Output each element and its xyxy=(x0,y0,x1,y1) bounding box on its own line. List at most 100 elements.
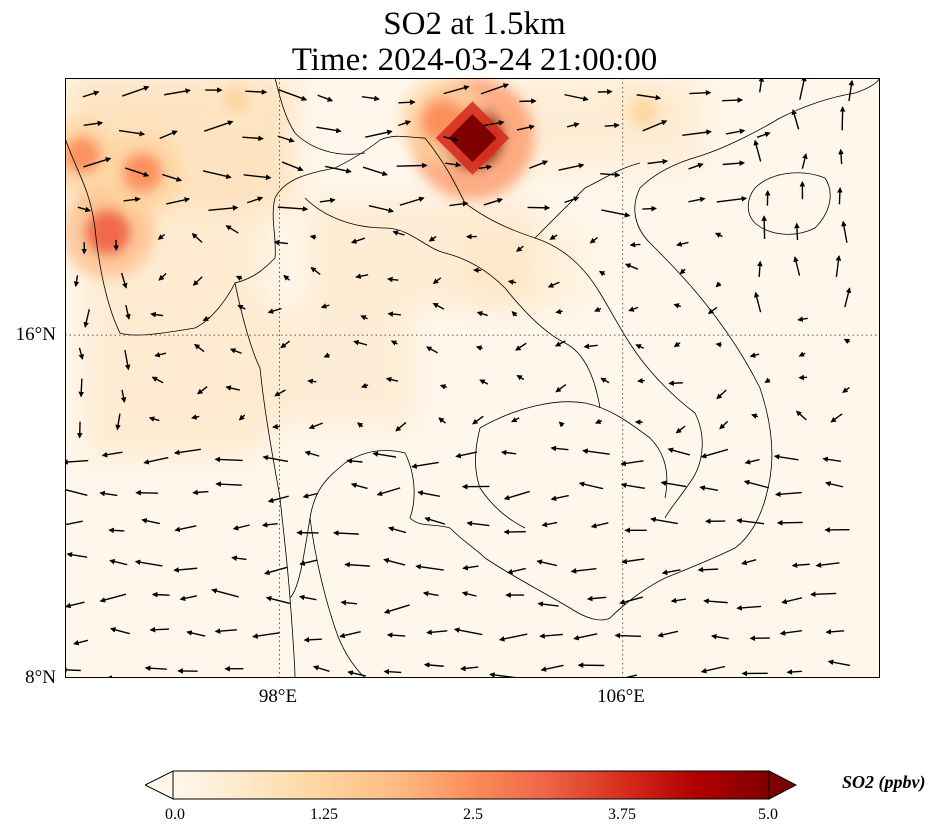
wind-arrow xyxy=(506,567,526,575)
wind-arrow xyxy=(310,266,321,275)
wind-arrow xyxy=(390,340,398,346)
wind-arrow xyxy=(78,347,84,360)
wind-arrow xyxy=(749,352,760,358)
wind-arrow xyxy=(476,311,488,317)
wind-arrow xyxy=(395,421,407,432)
so2-hotspot xyxy=(630,98,659,127)
wind-arrow xyxy=(159,130,178,140)
wind-arrow xyxy=(841,220,848,243)
wind-arrow xyxy=(741,559,757,566)
wind-arrow xyxy=(475,345,483,351)
wind-arrow xyxy=(424,516,446,525)
wind-arrow xyxy=(186,630,206,637)
wind-arrow xyxy=(173,448,201,456)
wind-arrow xyxy=(422,590,439,597)
wind-arrow xyxy=(700,448,729,459)
wind-arrow xyxy=(99,490,118,497)
boundary-line xyxy=(234,135,426,284)
wind-arrow xyxy=(157,233,166,240)
wind-arrow xyxy=(307,378,317,385)
wind-arrow xyxy=(214,456,243,463)
wind-arrow xyxy=(815,562,840,568)
wind-arrow xyxy=(843,338,851,345)
wind-arrow xyxy=(689,89,712,96)
wind-arrow xyxy=(675,425,686,434)
wind-arrow xyxy=(791,562,810,569)
lon-label-106e: 106°E xyxy=(597,686,645,707)
wind-arrow xyxy=(699,485,719,492)
wind-arrow xyxy=(191,232,203,243)
wind-arrow xyxy=(202,315,210,321)
wind-arrow xyxy=(125,167,150,177)
wind-arrow xyxy=(781,597,803,605)
wind-arrow xyxy=(66,551,88,558)
wind-arrow xyxy=(676,241,689,247)
wind-arrow xyxy=(303,637,322,643)
wind-arrow xyxy=(822,456,842,463)
wind-arrow xyxy=(835,255,842,277)
wind-arrow xyxy=(786,669,802,675)
wind-arrow xyxy=(65,601,85,609)
wind-arrow xyxy=(810,591,837,598)
wind-arrow xyxy=(323,352,330,358)
wind-arrow xyxy=(573,633,598,641)
colorbar xyxy=(143,770,798,800)
colorbar-gradient xyxy=(172,770,770,800)
wind-arrow xyxy=(109,627,130,635)
lon-label-98e: 98°E xyxy=(258,686,298,707)
wind-arrow xyxy=(707,306,718,315)
wind-arrow xyxy=(387,276,399,283)
wind-arrow xyxy=(398,99,416,106)
wind-arrow xyxy=(99,593,127,603)
wind-arrow xyxy=(229,348,242,354)
wind-arrow xyxy=(466,520,490,527)
wind-arrow xyxy=(333,530,359,536)
wind-arrow xyxy=(736,605,762,611)
wind-arrow xyxy=(179,595,197,602)
wind-arrow xyxy=(480,83,510,95)
wind-arrow xyxy=(191,414,200,420)
wind-arrow xyxy=(194,343,205,353)
wind-arrow xyxy=(743,479,769,489)
wind-arrow xyxy=(267,495,289,504)
wind-arrow xyxy=(232,524,250,531)
wind-arrow xyxy=(432,277,442,284)
boundary-line xyxy=(304,197,601,409)
wind-arrow xyxy=(385,376,399,383)
colorbar-min-extend xyxy=(143,770,174,800)
wind-arrow xyxy=(647,158,669,165)
wind-arrow xyxy=(511,310,518,317)
wind-arrow xyxy=(261,522,278,528)
wind-arrow xyxy=(642,120,668,132)
wind-arrow xyxy=(625,263,639,270)
wind-arrow xyxy=(280,340,291,349)
wind-arrow xyxy=(660,480,687,488)
wind-arrow xyxy=(619,596,644,605)
wind-arrow xyxy=(309,234,317,240)
map-time-subtitle: Time: 2024-03-24 21:00:00 xyxy=(291,42,658,78)
wind-arrow xyxy=(365,129,393,138)
wind-arrow xyxy=(661,569,681,576)
wind-arrow xyxy=(594,418,603,424)
wind-arrow xyxy=(621,558,645,565)
wind-arrow xyxy=(386,632,406,638)
wind-arrow xyxy=(383,557,406,566)
wind-arrow xyxy=(298,594,317,601)
wind-arrow xyxy=(700,665,726,674)
wind-arrow xyxy=(825,481,844,488)
wind-arrow xyxy=(415,564,444,571)
wind-arrow xyxy=(347,670,366,677)
wind-arrow xyxy=(555,308,563,315)
wind-arrow xyxy=(848,79,855,102)
wind-arrow xyxy=(73,275,80,288)
wind-arrow xyxy=(507,279,517,285)
colorbar-label: SO2 (ppbv) xyxy=(842,772,926,792)
wind-arrow xyxy=(547,281,560,288)
wind-arrow xyxy=(231,555,247,561)
wind-arrow xyxy=(725,128,746,135)
wind-arrow xyxy=(124,350,131,371)
wind-arrow xyxy=(516,124,535,131)
wind-arrow xyxy=(203,120,234,132)
wind-arrow xyxy=(722,97,744,103)
wind-arrow xyxy=(368,204,395,214)
